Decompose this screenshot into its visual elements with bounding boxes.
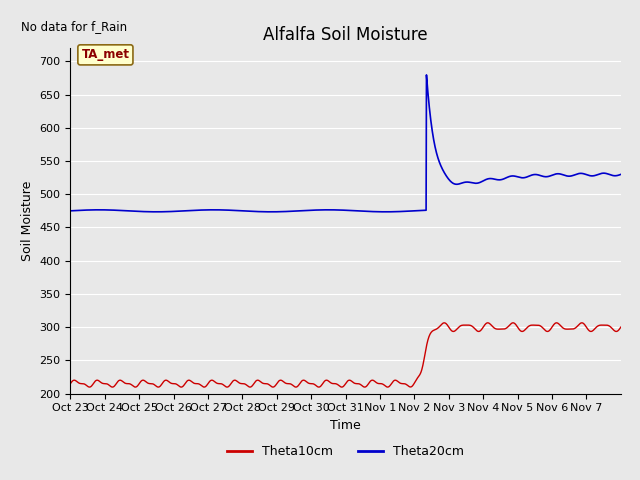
Title: Alfalfa Soil Moisture: Alfalfa Soil Moisture: [263, 25, 428, 44]
Theta20cm: [321, 207, 329, 213]
Theta10cm: [321, 378, 329, 384]
X-axis label: Time: Time: [330, 419, 361, 432]
Theta10cm: [611, 328, 618, 334]
Theta20cm: [153, 209, 161, 215]
Legend: Theta10cm, Theta20cm: Theta10cm, Theta20cm: [222, 440, 469, 463]
Theta20cm: [332, 207, 339, 213]
Theta20cm: [476, 180, 484, 185]
Y-axis label: Soil Moisture: Soil Moisture: [21, 180, 34, 261]
Theta10cm: [617, 324, 625, 330]
Theta10cm: [246, 384, 254, 390]
Theta10cm: [67, 381, 74, 386]
Theta20cm: [152, 209, 160, 215]
Theta20cm: [611, 173, 618, 179]
Line: Theta20cm: Theta20cm: [70, 75, 621, 212]
Theta20cm: [617, 171, 625, 177]
Theta10cm: [152, 384, 160, 389]
Line: Theta10cm: Theta10cm: [70, 323, 621, 387]
Theta20cm: [67, 208, 74, 214]
Text: No data for f_Rain: No data for f_Rain: [21, 20, 127, 33]
Theta10cm: [476, 328, 483, 334]
Theta10cm: [557, 323, 564, 329]
Theta20cm: [422, 72, 430, 78]
Theta20cm: [557, 171, 564, 177]
Text: TA_met: TA_met: [81, 48, 129, 61]
Theta10cm: [484, 320, 492, 326]
Theta10cm: [332, 381, 339, 386]
